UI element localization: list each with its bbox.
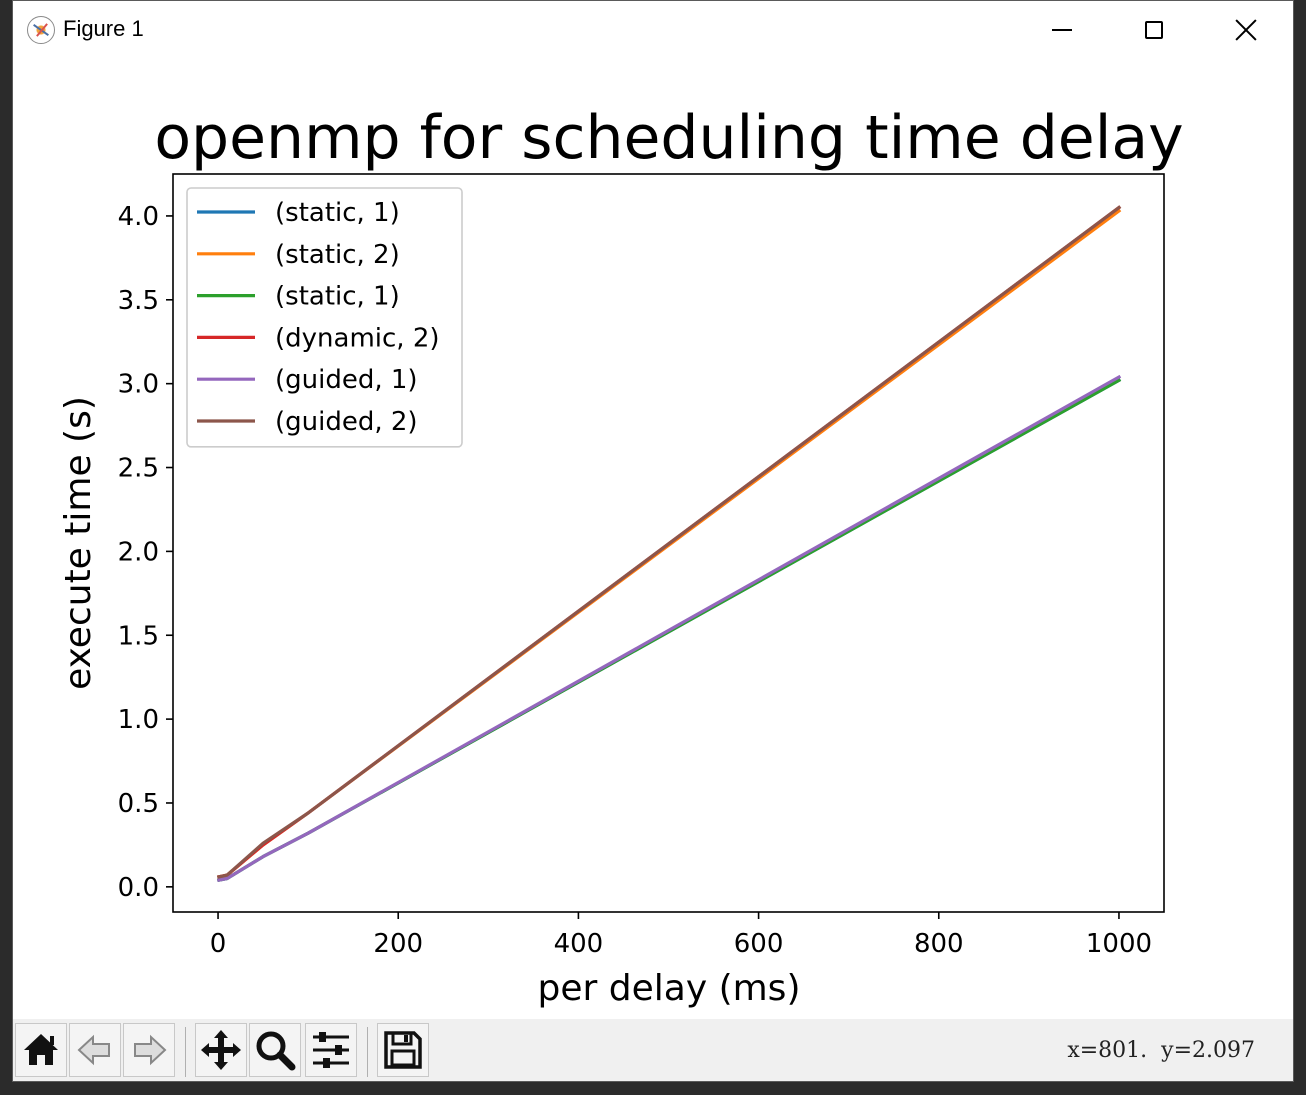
x-tick-label: 200	[373, 929, 423, 959]
back-button[interactable]	[69, 1023, 121, 1077]
y-tick-label: 0.5	[118, 789, 159, 819]
y-tick-label: 4.0	[118, 202, 159, 232]
y-tick-label: 1.0	[118, 705, 159, 735]
matplotlib-icon	[27, 16, 55, 44]
navigation-toolbar: x=801. y=2.097	[13, 1019, 1293, 1081]
save-icon	[384, 1031, 422, 1069]
plot-frame	[172, 173, 1165, 913]
plot-layer: 0 200 400 600 800 1000 0.0 0.5 1.0 1.5 2.0 2.5 3.0 3.…	[118, 173, 1165, 959]
legend-label-5: (guided, 2)	[275, 407, 418, 437]
pan-button[interactable]	[195, 1023, 247, 1077]
y-tick-label: 2.5	[118, 454, 159, 484]
x-tick-label: 1000	[1086, 929, 1152, 959]
y-axis-label: execute time (s)	[58, 396, 99, 690]
y-tick-label: 0.0	[118, 873, 159, 903]
forward-icon	[134, 1034, 167, 1066]
zoom-icon	[256, 1031, 296, 1071]
x-tick-label: 600	[734, 929, 784, 959]
minimize-button[interactable]	[1039, 9, 1085, 51]
close-button[interactable]	[1223, 9, 1269, 51]
save-button[interactable]	[377, 1023, 429, 1077]
y-tick-label: 3.0	[118, 370, 159, 400]
forward-button[interactable]	[123, 1023, 175, 1077]
x-axis-label: per delay (ms)	[538, 968, 801, 1009]
pan-icon	[201, 1030, 241, 1070]
legend-label-1: (static, 2)	[275, 240, 400, 270]
title-bar[interactable]: Figure 1	[13, 1, 1293, 59]
back-icon	[77, 1034, 110, 1066]
legend-label-2: (static, 1)	[275, 282, 400, 312]
maximize-icon	[1145, 21, 1163, 39]
window-title: Figure 1	[63, 16, 144, 41]
home-icon	[24, 1034, 58, 1065]
toolbar-separator	[185, 1027, 186, 1077]
x-tick-label: 400	[554, 929, 604, 959]
figure-window: Figure 1 openmp for scheduling time dela…	[12, 0, 1294, 1082]
legend-label-3: (dynamic, 2)	[275, 323, 440, 353]
maximize-button[interactable]	[1131, 9, 1177, 51]
y-tick-label: 3.5	[118, 286, 159, 316]
y-tick-label: 2.0	[118, 537, 159, 567]
series-line-4	[217, 374, 1122, 882]
minimize-icon	[1052, 29, 1072, 31]
legend-label-4: (guided, 1)	[275, 365, 418, 395]
chart-title: openmp for scheduling time delay	[154, 103, 1183, 173]
zoom-button[interactable]	[249, 1023, 301, 1077]
cursor-coordinates: x=801. y=2.097	[1067, 1038, 1255, 1063]
close-icon	[1234, 18, 1258, 42]
configure-icon	[313, 1032, 349, 1068]
figure-canvas[interactable]: openmp for scheduling time delay per del…	[13, 59, 1293, 1019]
series-line-5	[217, 205, 1122, 879]
y-tick-label: 1.5	[118, 621, 159, 651]
home-button[interactable]	[15, 1023, 67, 1077]
x-tick-label: 0	[210, 929, 227, 959]
legend-box	[186, 187, 463, 448]
configure-subplots-button[interactable]	[305, 1023, 357, 1077]
legend-label-0: (static, 1)	[275, 198, 400, 228]
x-tick-label: 800	[914, 929, 964, 959]
toolbar-separator	[367, 1027, 368, 1077]
